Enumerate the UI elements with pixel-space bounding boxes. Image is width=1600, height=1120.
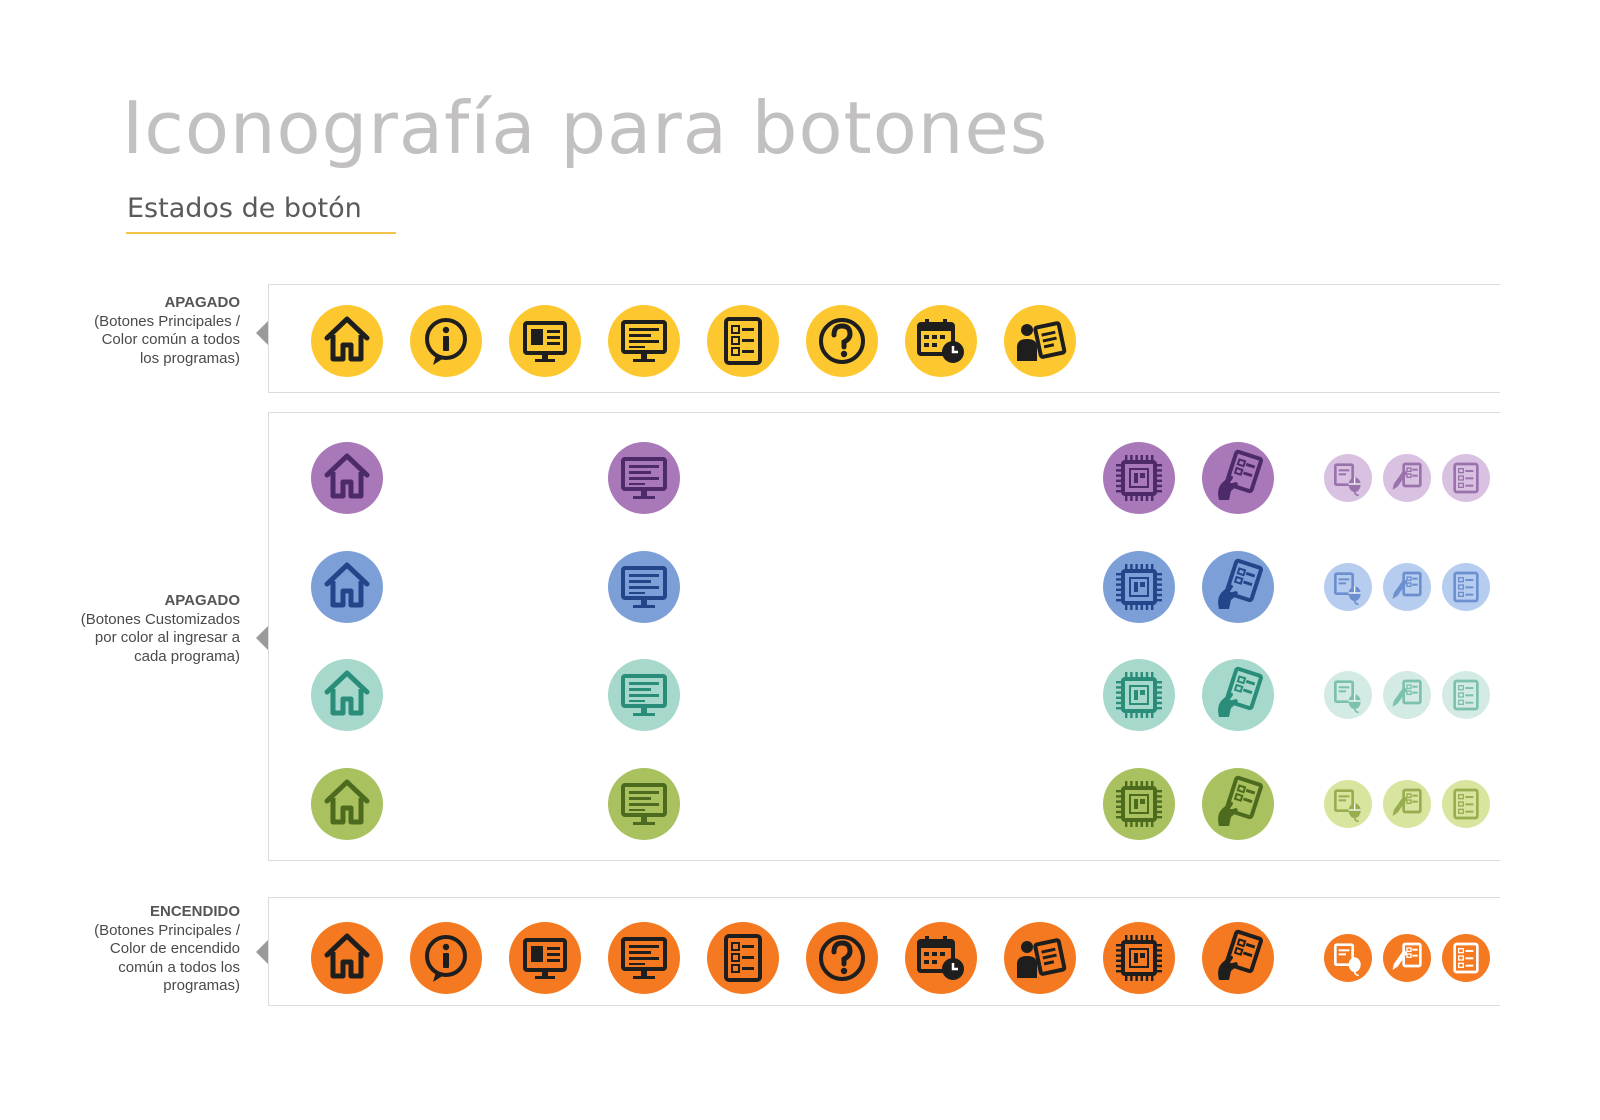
pencil-form-icon[interactable] bbox=[1383, 780, 1431, 828]
form-small-icon[interactable] bbox=[1442, 934, 1490, 982]
pen-mouse-icon[interactable] bbox=[1324, 780, 1372, 828]
pen-mouse-icon[interactable] bbox=[1324, 934, 1372, 982]
pencil-form-icon[interactable] bbox=[1383, 671, 1431, 719]
hand-document-icon[interactable] bbox=[1202, 551, 1274, 623]
panel-encendido bbox=[268, 897, 1500, 1006]
chip-icon[interactable] bbox=[1103, 768, 1175, 840]
form-small-icon[interactable] bbox=[1442, 563, 1490, 611]
section-pointer bbox=[256, 626, 268, 650]
form-small-icon[interactable] bbox=[1442, 780, 1490, 828]
home-icon[interactable] bbox=[311, 768, 383, 840]
question-icon[interactable] bbox=[806, 305, 878, 377]
home-icon[interactable] bbox=[311, 659, 383, 731]
pencil-form-icon[interactable] bbox=[1383, 454, 1431, 502]
section-description: (Botones Principales / Color común a tod… bbox=[94, 312, 240, 367]
question-icon[interactable] bbox=[806, 922, 878, 994]
info-icon[interactable] bbox=[410, 305, 482, 377]
monitor-icon[interactable] bbox=[608, 551, 680, 623]
section-pointer bbox=[256, 940, 268, 964]
section-apagado-principales-label: APAGADO (Botones Principales / Color com… bbox=[10, 294, 240, 368]
subtitle-underline bbox=[126, 232, 396, 234]
home-icon[interactable] bbox=[311, 305, 383, 377]
chip-icon[interactable] bbox=[1103, 442, 1175, 514]
pen-mouse-icon[interactable] bbox=[1324, 671, 1372, 719]
chip-icon[interactable] bbox=[1103, 922, 1175, 994]
page-subtitle: Estados de botón bbox=[127, 193, 362, 224]
monitor-icon[interactable] bbox=[608, 442, 680, 514]
section-title: ENCENDIDO bbox=[149, 903, 240, 920]
panel-apagado-principales bbox=[268, 284, 1500, 393]
calendar-clock-icon[interactable] bbox=[905, 305, 977, 377]
newspaper-icon[interactable] bbox=[509, 305, 581, 377]
panel-apagado-customizados bbox=[268, 412, 1500, 861]
section-encendido-label: ENCENDIDO (Botones Principales / Color d… bbox=[10, 903, 240, 996]
hand-document-icon[interactable] bbox=[1202, 768, 1274, 840]
monitor-icon[interactable] bbox=[608, 768, 680, 840]
section-description: (Botones Customizados por color al ingre… bbox=[80, 610, 240, 665]
page-title: Iconografía para botones bbox=[122, 86, 1049, 170]
info-icon[interactable] bbox=[410, 922, 482, 994]
monitor-icon[interactable] bbox=[608, 922, 680, 994]
hand-document-icon[interactable] bbox=[1202, 922, 1274, 994]
chip-icon[interactable] bbox=[1103, 659, 1175, 731]
user-document-icon[interactable] bbox=[1004, 305, 1076, 377]
section-apagado-customizados-label: APAGADO (Botones Customizados por color … bbox=[10, 592, 240, 666]
home-icon[interactable] bbox=[311, 551, 383, 623]
hand-document-icon[interactable] bbox=[1202, 442, 1274, 514]
pen-mouse-icon[interactable] bbox=[1324, 454, 1372, 502]
chip-icon[interactable] bbox=[1103, 551, 1175, 623]
form-small-icon[interactable] bbox=[1442, 454, 1490, 502]
home-icon[interactable] bbox=[311, 442, 383, 514]
form-icon[interactable] bbox=[707, 922, 779, 994]
pen-mouse-icon[interactable] bbox=[1324, 563, 1372, 611]
hand-document-icon[interactable] bbox=[1202, 659, 1274, 731]
section-title: APAGADO bbox=[164, 294, 240, 311]
pencil-form-icon[interactable] bbox=[1383, 934, 1431, 982]
user-document-icon[interactable] bbox=[1004, 922, 1076, 994]
section-title: APAGADO bbox=[164, 592, 240, 609]
monitor-icon[interactable] bbox=[608, 659, 680, 731]
home-icon[interactable] bbox=[311, 922, 383, 994]
form-icon[interactable] bbox=[707, 305, 779, 377]
monitor-icon[interactable] bbox=[608, 305, 680, 377]
pencil-form-icon[interactable] bbox=[1383, 563, 1431, 611]
newspaper-icon[interactable] bbox=[509, 922, 581, 994]
section-pointer bbox=[256, 321, 268, 345]
calendar-clock-icon[interactable] bbox=[905, 922, 977, 994]
form-small-icon[interactable] bbox=[1442, 671, 1490, 719]
section-description: (Botones Principales / Color de encendid… bbox=[94, 921, 240, 995]
